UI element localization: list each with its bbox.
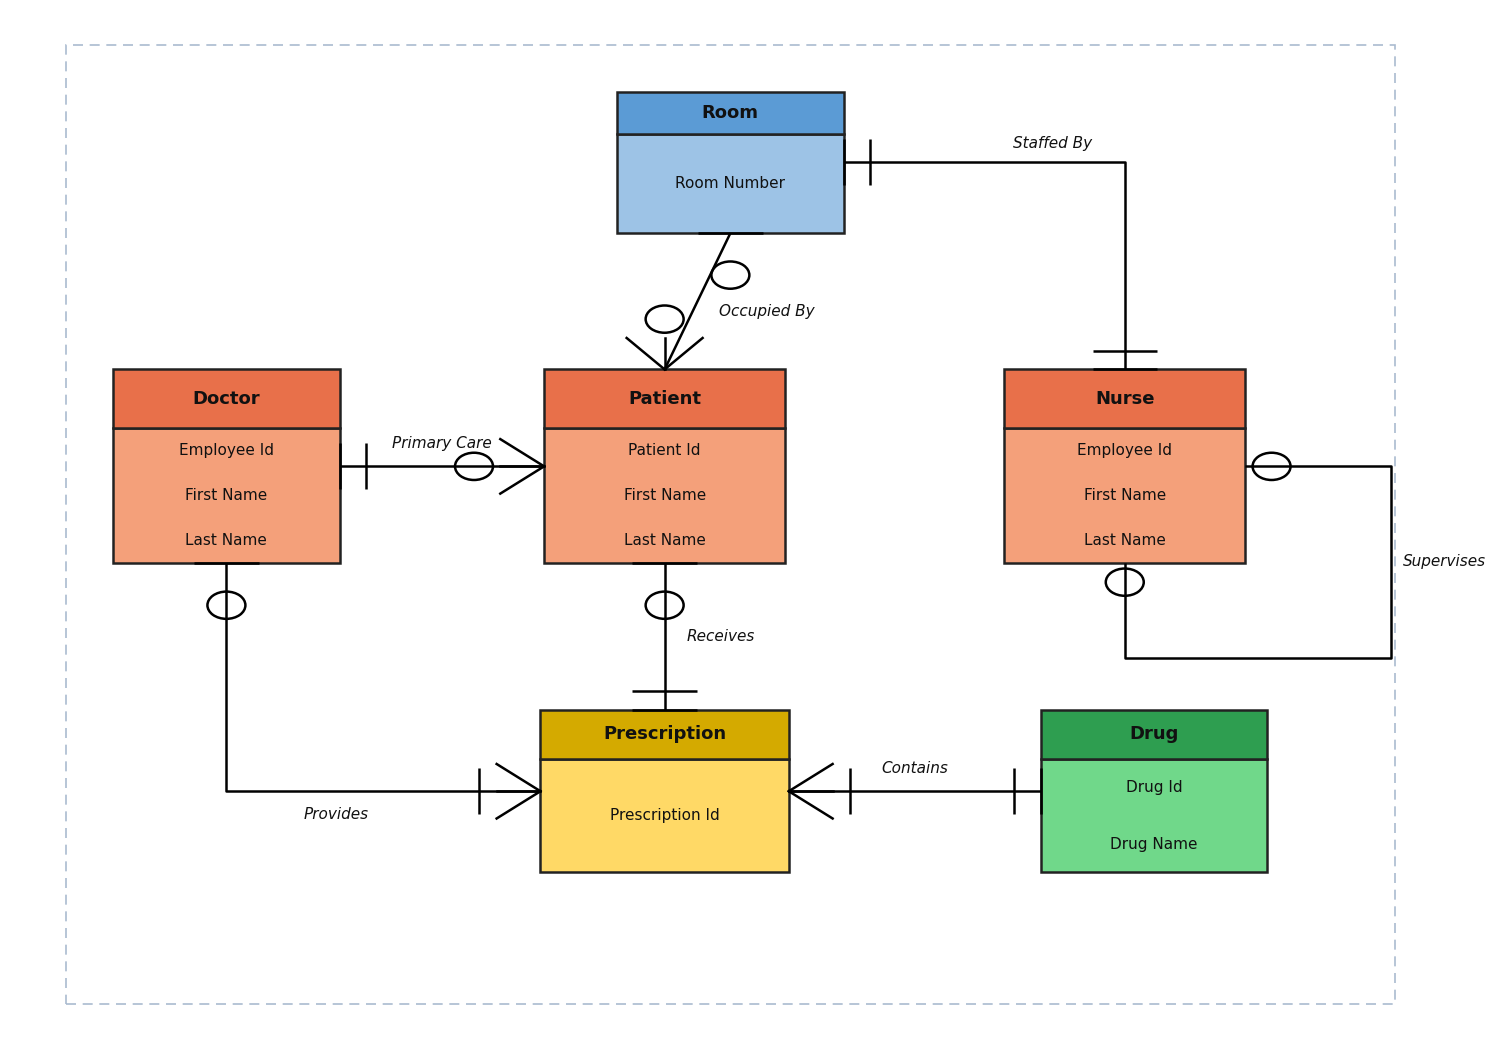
Text: Staffed By: Staffed By xyxy=(1013,136,1092,151)
Text: Drug Name: Drug Name xyxy=(1110,836,1198,852)
FancyBboxPatch shape xyxy=(541,759,789,872)
Text: Drug Id: Drug Id xyxy=(1125,780,1182,794)
Text: Room: Room xyxy=(703,104,759,122)
Text: Prescription: Prescription xyxy=(604,725,727,743)
Text: Doctor: Doctor xyxy=(193,390,261,408)
Text: Patient Id: Patient Id xyxy=(628,442,701,458)
Text: Last Name: Last Name xyxy=(623,533,706,548)
Text: Last Name: Last Name xyxy=(1085,533,1165,548)
FancyBboxPatch shape xyxy=(544,370,785,428)
Text: Occupied By: Occupied By xyxy=(719,304,815,320)
Text: Primary Care: Primary Care xyxy=(392,436,491,451)
Text: First Name: First Name xyxy=(186,488,268,503)
Text: Employee Id: Employee Id xyxy=(1077,442,1173,458)
FancyBboxPatch shape xyxy=(1041,711,1267,759)
Text: First Name: First Name xyxy=(623,488,706,503)
FancyBboxPatch shape xyxy=(1004,428,1245,564)
FancyBboxPatch shape xyxy=(617,134,843,234)
FancyBboxPatch shape xyxy=(1004,370,1245,428)
Text: Drug: Drug xyxy=(1129,725,1179,743)
FancyBboxPatch shape xyxy=(114,428,340,564)
Text: Nurse: Nurse xyxy=(1095,390,1155,408)
FancyBboxPatch shape xyxy=(1041,759,1267,872)
FancyBboxPatch shape xyxy=(544,428,785,564)
Text: First Name: First Name xyxy=(1083,488,1165,503)
Text: Provides: Provides xyxy=(304,807,369,822)
Text: Prescription Id: Prescription Id xyxy=(610,808,719,823)
Text: Contains: Contains xyxy=(881,761,948,776)
Text: Room Number: Room Number xyxy=(676,176,785,191)
FancyBboxPatch shape xyxy=(617,92,843,134)
Text: Patient: Patient xyxy=(628,390,701,408)
FancyBboxPatch shape xyxy=(114,370,340,428)
Text: Last Name: Last Name xyxy=(186,533,267,548)
FancyBboxPatch shape xyxy=(541,711,789,759)
Text: Employee Id: Employee Id xyxy=(178,442,274,458)
Text: Supervises: Supervises xyxy=(1404,554,1486,569)
Text: Receives: Receives xyxy=(686,629,755,645)
